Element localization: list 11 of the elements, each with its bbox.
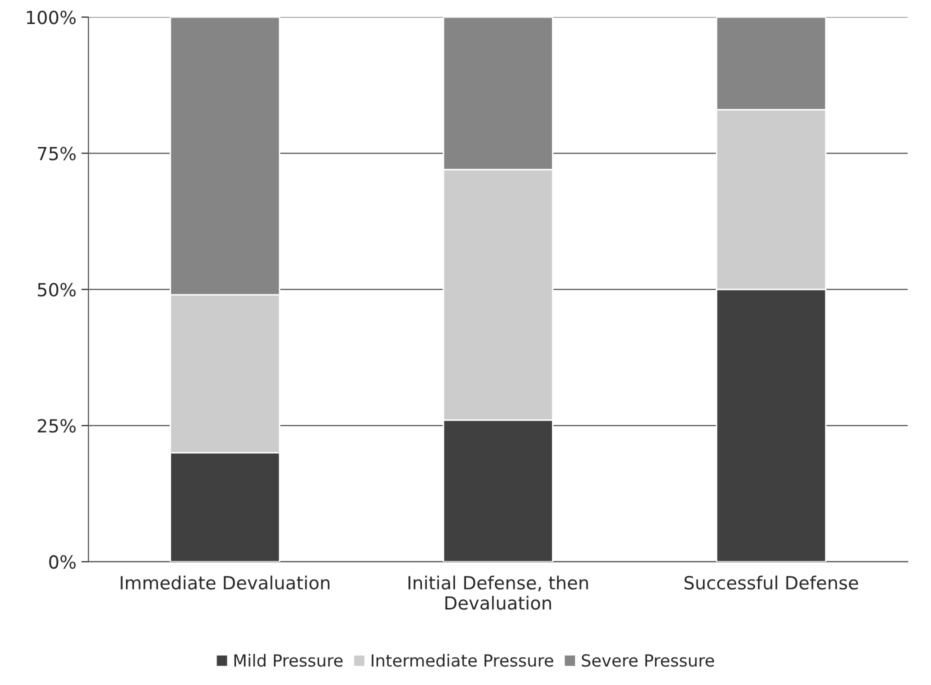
- y-tick-label: 50%: [38, 282, 76, 297]
- legend-label: Mild Pressure: [234, 654, 343, 667]
- x-tick-label: Successful Defense: [684, 576, 858, 590]
- x-tick-label: Initial Defense, then Devaluation: [408, 576, 588, 610]
- x-tick-label: Immediate Devaluation: [120, 576, 330, 590]
- y-tick-label: 25%: [38, 419, 76, 433]
- y-tick-label: 75%: [38, 146, 76, 160]
- y-tick-label: 100%: [27, 10, 76, 24]
- legend-label: Severe Pressure: [582, 654, 714, 667]
- y-tick-label: 0%: [49, 555, 76, 569]
- legend-label: Intermediate Pressure: [372, 654, 554, 667]
